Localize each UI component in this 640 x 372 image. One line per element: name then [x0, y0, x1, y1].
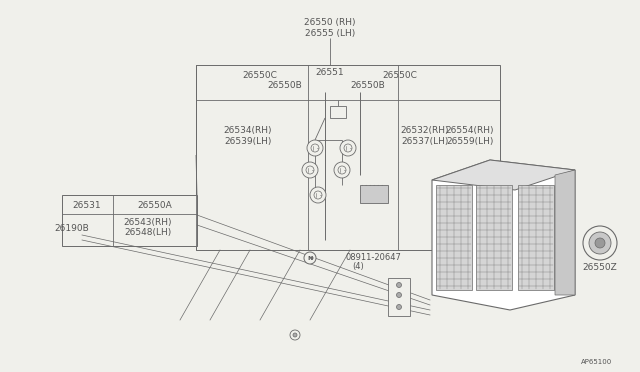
Text: 26550B: 26550B [351, 80, 385, 90]
Text: 26190B: 26190B [54, 224, 90, 232]
Circle shape [397, 282, 401, 288]
Text: 26559(LH): 26559(LH) [446, 137, 493, 145]
Polygon shape [518, 185, 554, 290]
Text: 08911-20647: 08911-20647 [345, 253, 401, 262]
Text: N: N [307, 256, 313, 260]
Circle shape [583, 226, 617, 260]
Circle shape [293, 333, 297, 337]
Text: 26534(RH): 26534(RH) [224, 125, 272, 135]
Bar [62, 195, 197, 246]
Text: 26550 (RH): 26550 (RH) [304, 17, 356, 26]
Circle shape [595, 238, 605, 248]
Bar [360, 185, 388, 203]
Circle shape [304, 252, 316, 264]
Bar [330, 106, 346, 118]
Circle shape [310, 257, 314, 260]
Circle shape [314, 191, 322, 199]
Text: 26531: 26531 [73, 201, 101, 209]
Circle shape [344, 144, 352, 152]
Circle shape [334, 162, 350, 178]
Text: 26550C: 26550C [383, 71, 417, 80]
Circle shape [290, 330, 300, 340]
Polygon shape [555, 170, 575, 295]
Circle shape [338, 166, 346, 174]
Text: AP65100: AP65100 [580, 359, 612, 365]
Polygon shape [476, 185, 512, 290]
Text: 26539(LH): 26539(LH) [224, 137, 272, 145]
Text: 26550A: 26550A [138, 201, 172, 209]
Text: 26550C: 26550C [243, 71, 277, 80]
Text: 26532(RH): 26532(RH) [401, 125, 449, 135]
Circle shape [311, 144, 319, 152]
Text: 26551: 26551 [316, 67, 344, 77]
Circle shape [397, 292, 401, 298]
Text: 26550Z: 26550Z [582, 263, 618, 273]
Text: (4): (4) [352, 263, 364, 272]
Circle shape [397, 305, 401, 310]
Circle shape [302, 162, 318, 178]
Circle shape [306, 166, 314, 174]
Polygon shape [432, 160, 575, 310]
Text: 26550B: 26550B [268, 80, 302, 90]
Polygon shape [432, 160, 575, 190]
Text: 26537(LH): 26537(LH) [401, 137, 449, 145]
Circle shape [340, 140, 356, 156]
Circle shape [589, 232, 611, 254]
Bar [388, 278, 410, 316]
Circle shape [307, 140, 323, 156]
Text: 26543(RH): 26543(RH) [124, 218, 172, 227]
Bar [196, 65, 500, 250]
Circle shape [310, 187, 326, 203]
Text: 26548(LH): 26548(LH) [124, 228, 172, 237]
Polygon shape [436, 185, 472, 290]
Text: 26554(RH): 26554(RH) [445, 125, 494, 135]
Text: 26555 (LH): 26555 (LH) [305, 29, 355, 38]
